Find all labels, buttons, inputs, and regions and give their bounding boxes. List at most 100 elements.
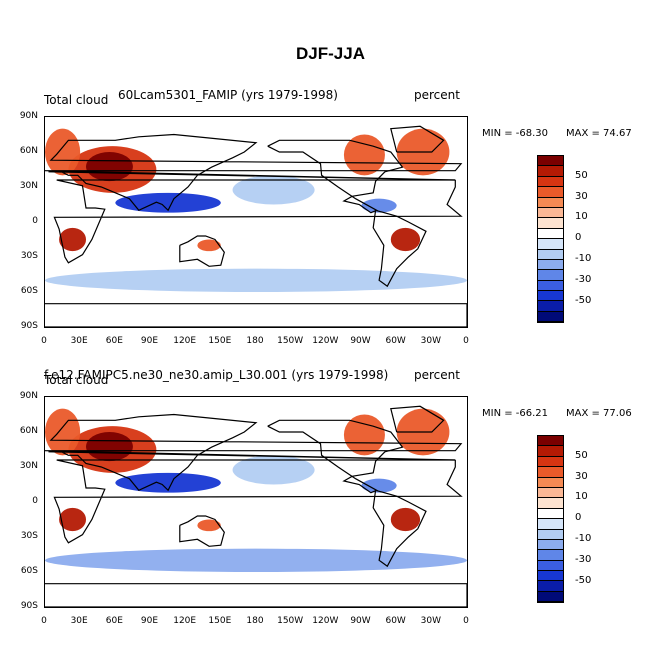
map-svg [45, 397, 467, 607]
lon-tick-label: 150W [277, 616, 304, 626]
variable-label: Total cloud [44, 93, 109, 107]
field-region [343, 414, 385, 456]
lon-tick-label: 0 [41, 336, 47, 346]
lat-tick-label: 90N [19, 111, 38, 121]
field-region [45, 268, 467, 292]
colorbar-tick-label: 50 [575, 449, 588, 461]
lat-tick-label: 60S [20, 286, 38, 296]
lon-tick-label: 0 [463, 616, 469, 626]
colorbar-tick-label: 0 [575, 512, 582, 524]
colorbar-swatch [538, 239, 563, 250]
coastline [390, 405, 445, 433]
lat-tick-label: 90S [20, 601, 38, 611]
map-svg [45, 117, 467, 327]
lon-tick-label: 180 [246, 336, 264, 346]
colorbar-swatch [538, 166, 563, 177]
colorbar-swatch [538, 498, 563, 509]
colorbar-tick-label: -30 [575, 553, 592, 565]
colorbar-swatch [538, 550, 563, 561]
coastline [45, 413, 463, 492]
colorbar-swatch [538, 487, 563, 499]
colorbar-swatch [538, 311, 563, 323]
lon-tick-label: 0 [41, 616, 47, 626]
lon-tick-label: 30W [420, 616, 441, 626]
field-region [45, 128, 81, 176]
lon-tick-label: 150E [208, 616, 232, 626]
panel-bottom: Total cloud f.e12.FAMIPC5.ne30_ne30.amip… [0, 365, 661, 665]
colorbar-tick-label: -50 [575, 574, 592, 586]
field-region [361, 198, 397, 213]
colorbar-swatch [538, 508, 563, 520]
colorbar-swatch [538, 301, 563, 312]
field-region [115, 192, 221, 213]
units-label: percent [414, 368, 460, 382]
coastline [53, 179, 463, 264]
field-region [45, 548, 467, 572]
map-plot [44, 116, 468, 328]
min-label: MIN = -68.30 [482, 128, 549, 139]
lat-tick-label: 60S [20, 566, 38, 576]
lon-tick-label: 60W [385, 336, 406, 346]
coastline [372, 489, 427, 568]
colorbar-swatch [538, 207, 563, 219]
lon-tick-label: 60E [105, 336, 123, 346]
colorbar-tick-label: 10 [575, 211, 588, 223]
colorbar-swatch [538, 467, 563, 478]
lon-tick-label: 180 [246, 616, 264, 626]
colorbar-swatch [538, 259, 563, 271]
lat-tick-label: 60N [19, 426, 38, 436]
colorbar-tick-label: 50 [575, 169, 588, 181]
field-region [361, 478, 397, 493]
colorbar-swatch [538, 581, 563, 592]
lon-tick-label: 30E [70, 336, 88, 346]
lon-tick-label: 150E [208, 336, 232, 346]
colorbar [537, 155, 564, 324]
max-label: MAX = 77.06 [566, 408, 632, 419]
colorbar-swatch [538, 560, 563, 572]
lon-tick-label: 0 [463, 336, 469, 346]
colorbar-tick-label: 10 [575, 491, 588, 503]
colorbar-tick-label: 0 [575, 232, 582, 244]
lon-tick-label: 30W [420, 336, 441, 346]
lat-tick-label: 30S [20, 531, 38, 541]
lon-tick-label: 60E [105, 616, 123, 626]
field-region [197, 519, 221, 532]
field-region [115, 472, 221, 493]
field-region [86, 432, 133, 462]
colorbar-tick-label: 30 [575, 470, 588, 482]
colorbar-swatch [538, 446, 563, 457]
colorbar-tick-label: -10 [575, 533, 592, 544]
colorbar-swatch [538, 436, 563, 447]
panel-top: Total cloud 60Lcam5301_FAMIP (yrs 1979-1… [0, 85, 661, 385]
lon-tick-label: 90W [350, 616, 371, 626]
field-region [59, 507, 87, 532]
colorbar-tick-label: -50 [575, 294, 592, 306]
colorbar-swatch [538, 477, 563, 488]
lon-tick-label: 120E [173, 336, 197, 346]
coastline [179, 235, 225, 267]
lat-tick-label: 30N [19, 461, 38, 471]
field-region [232, 175, 315, 205]
lat-tick-label: 0 [32, 216, 38, 226]
colorbar [537, 435, 564, 604]
units-label: percent [414, 88, 460, 102]
colorbar-swatch [538, 529, 563, 540]
field-region [197, 239, 221, 252]
colorbar-tick-label: -10 [575, 253, 592, 264]
coastline [267, 139, 404, 214]
lat-tick-label: 0 [32, 496, 38, 506]
lon-tick-label: 120W [312, 616, 339, 626]
field-region [343, 134, 385, 176]
lat-tick-label: 60N [19, 146, 38, 156]
panel-title: 60Lcam5301_FAMIP (yrs 1979-1998) [118, 88, 338, 102]
lat-tick-label: 90N [19, 391, 38, 401]
lon-tick-label: 150W [277, 336, 304, 346]
colorbar-swatch [538, 187, 563, 198]
colorbar-tick-label: 30 [575, 190, 588, 202]
colorbar-swatch [538, 156, 563, 167]
colorbar-swatch [538, 249, 563, 260]
lat-tick-label: 30S [20, 251, 38, 261]
colorbar-swatch [538, 228, 563, 240]
lon-tick-label: 120W [312, 336, 339, 346]
field-region [45, 408, 81, 456]
